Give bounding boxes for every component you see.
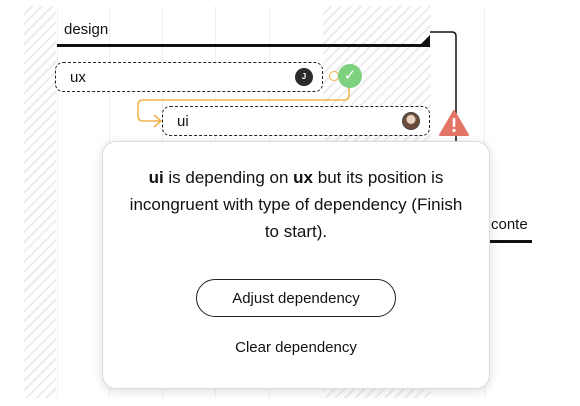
task-label: ui (177, 113, 189, 130)
message-part: but its position is incongruent with typ… (129, 168, 463, 241)
assignee-avatar[interactable] (402, 112, 420, 130)
warning-icon[interactable] (438, 109, 470, 137)
group-end-marker (421, 35, 430, 44)
group-label[interactable]: design (64, 21, 109, 38)
group-bar[interactable] (57, 44, 430, 47)
group-bar-partial[interactable] (490, 240, 532, 243)
task-bar-ui[interactable]: ui (162, 106, 430, 136)
clear-dependency-button[interactable]: Clear dependency (235, 339, 357, 356)
gridline (57, 6, 58, 398)
hatched-column (24, 6, 56, 398)
assignee-avatar[interactable]: J (295, 68, 313, 86)
task-bar-ux[interactable]: ux J (55, 62, 323, 92)
task-label-partial[interactable]: conte (491, 216, 528, 233)
check-icon: ✓ (338, 64, 362, 88)
task-label: ux (70, 69, 86, 86)
dependency-name: ux (293, 168, 314, 187)
task-name: ui (148, 168, 164, 187)
message-part: is depending on (163, 168, 294, 187)
conflict-message: ui is depending on ux but its position i… (121, 164, 471, 245)
dependency-conflict-popup: ui is depending on ux but its position i… (102, 141, 490, 389)
adjust-dependency-button[interactable]: Adjust dependency (196, 279, 396, 317)
